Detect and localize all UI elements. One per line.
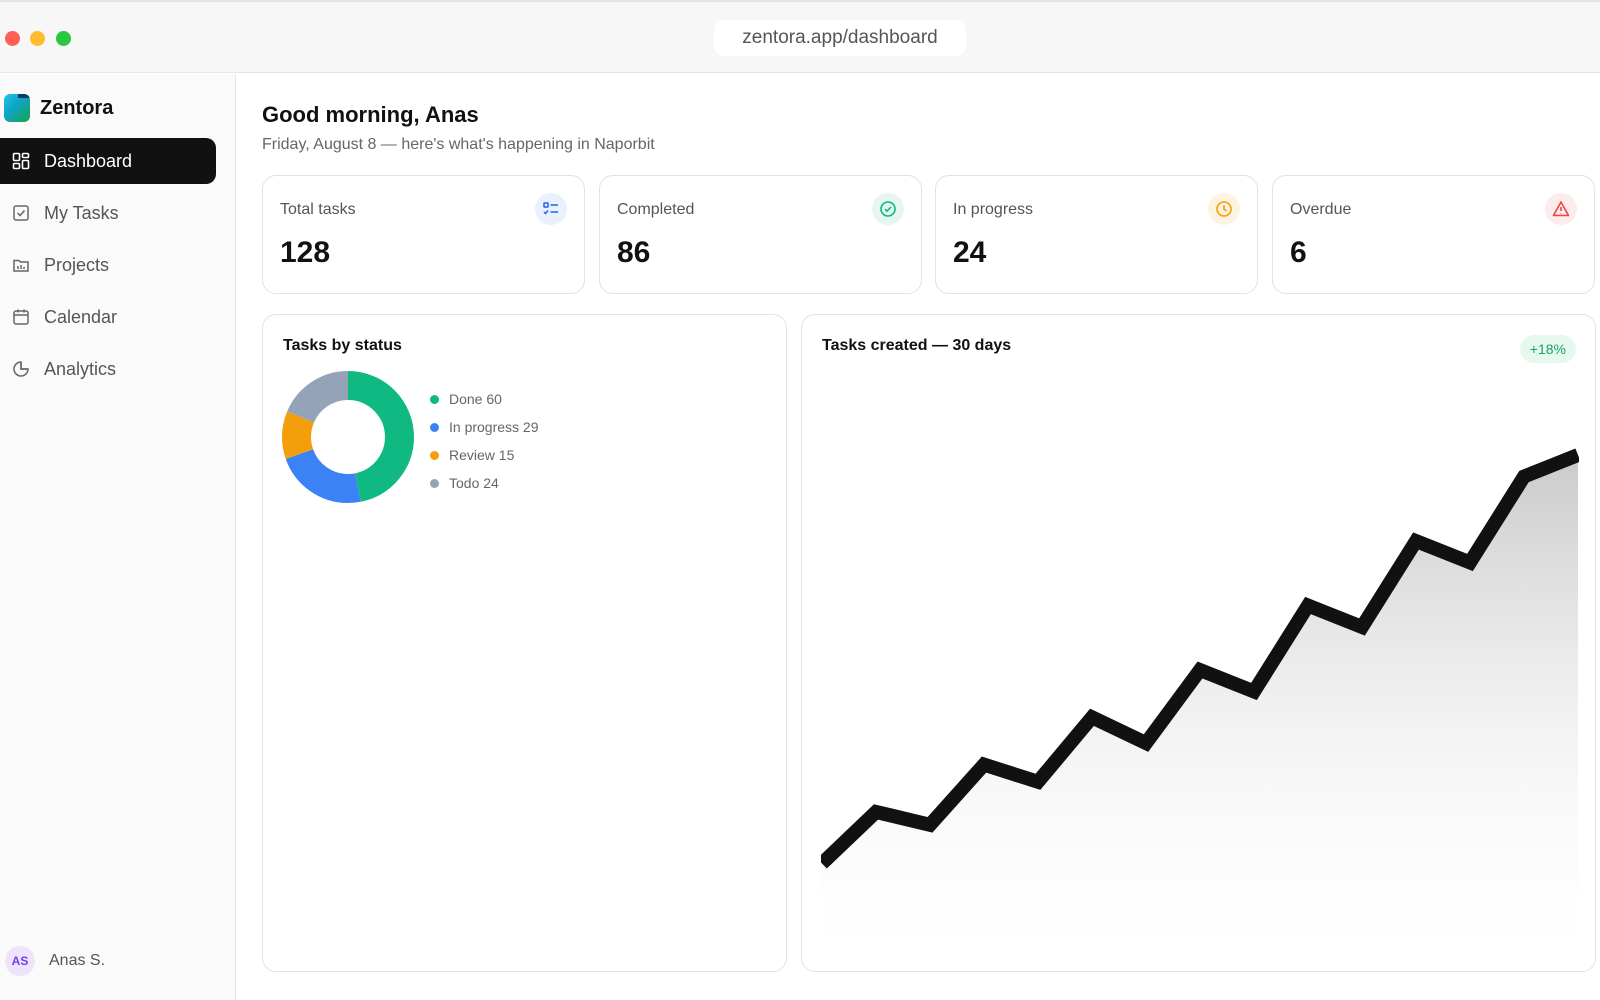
stat-card-completed[interactable]: Completed 86: [599, 175, 922, 294]
sidebar-item-label: Calendar: [44, 306, 118, 327]
stat-value: 86: [617, 236, 651, 269]
legend-dot: [430, 478, 439, 488]
legend-label: Review 15: [449, 447, 515, 463]
brand[interactable]: Zentora: [4, 92, 113, 124]
legend-item-todo: Todo 24: [430, 469, 539, 497]
stat-label: Overdue: [1290, 201, 1352, 218]
stat-value: 6: [1290, 236, 1307, 269]
clock-icon: [1208, 193, 1240, 225]
sidebar-item-dashboard[interactable]: Dashboard: [0, 138, 216, 184]
sidebar-item-calendar[interactable]: Calendar: [0, 294, 216, 340]
brand-name: Zentora: [40, 96, 114, 119]
minimize-window-button[interactable]: [30, 31, 45, 46]
legend-label: Done 60: [449, 391, 502, 407]
pie-chart-icon: [13, 361, 29, 377]
legend-label: Todo 24: [449, 475, 499, 491]
stat-value: 24: [953, 236, 987, 269]
maximize-window-button[interactable]: [56, 31, 71, 46]
stat-label: In progress: [953, 201, 1034, 218]
status-donut-chart: [282, 371, 414, 503]
checkbox-icon: [13, 205, 29, 221]
check-circle-icon: [872, 193, 904, 225]
page-subtitle: Friday, August 8 — here's what's happeni…: [262, 136, 655, 153]
tasks-created-area-chart: [821, 448, 1579, 955]
legend-dot: [430, 394, 439, 404]
area-fill: [822, 455, 1578, 955]
user-name: Anas S.: [49, 952, 106, 969]
close-window-button[interactable]: [5, 31, 20, 46]
sidebar-item-label: My Tasks: [44, 202, 119, 223]
user-profile[interactable]: AS Anas S.: [5, 946, 105, 976]
legend-item-done: Done 60: [430, 385, 539, 413]
panel-title: Tasks created — 30 days: [822, 337, 1012, 354]
grid-icon: [12, 152, 30, 170]
tasks-by-status-panel: Tasks by status Done 60 In progress 29 R…: [262, 314, 787, 972]
page-title: Good morning, Anas: [262, 102, 479, 127]
donut-slice-in-progress[interactable]: [282, 371, 414, 503]
stat-label: Total tasks: [280, 201, 356, 218]
stat-label: Completed: [617, 201, 695, 218]
list-check-icon: [535, 193, 567, 225]
sidebar: Zentora Dashboard My Tasks Projects: [0, 74, 236, 1000]
folder-icon: [13, 259, 29, 272]
address-bar[interactable]: zentora.app/dashboard: [714, 20, 966, 56]
sidebar-item-label: Dashboard: [44, 150, 133, 171]
sidebar-nav: Dashboard My Tasks Projects Calendar Ana…: [0, 138, 216, 398]
status-legend: Done 60 In progress 29 Review 15 Todo 24: [430, 385, 539, 497]
brand-logo: [4, 94, 30, 122]
legend-item-in-progress: In progress 29: [430, 413, 539, 441]
sidebar-item-projects[interactable]: Projects: [0, 242, 216, 288]
calendar-icon: [13, 309, 29, 325]
stat-card-total-tasks[interactable]: Total tasks 128: [262, 175, 585, 294]
sidebar-item-my-tasks[interactable]: My Tasks: [0, 190, 216, 236]
stat-value: 128: [280, 236, 331, 269]
stat-card-in-progress[interactable]: In progress 24: [935, 175, 1258, 294]
trend-badge: +18%: [1519, 335, 1576, 363]
window-titlebar: zentora.app/dashboard: [0, 0, 1600, 73]
legend-item-review: Review 15: [430, 441, 539, 469]
donut-slice-review[interactable]: [282, 371, 414, 503]
legend-dot: [430, 450, 439, 460]
sidebar-item-analytics[interactable]: Analytics: [0, 346, 216, 392]
tasks-created-panel: Tasks created — 30 days +18%: [801, 314, 1596, 972]
series-line: [821, 448, 1579, 869]
panel-title: Tasks by status: [283, 337, 402, 354]
donut-slice-todo[interactable]: [282, 371, 414, 503]
avatar: AS: [5, 946, 35, 976]
sidebar-item-label: Analytics: [44, 358, 117, 379]
legend-dot: [430, 422, 439, 432]
stat-card-overdue[interactable]: Overdue 6: [1272, 175, 1595, 294]
legend-label: In progress 29: [449, 419, 539, 435]
alert-triangle-icon: [1545, 193, 1577, 225]
sidebar-item-label: Projects: [44, 254, 110, 275]
